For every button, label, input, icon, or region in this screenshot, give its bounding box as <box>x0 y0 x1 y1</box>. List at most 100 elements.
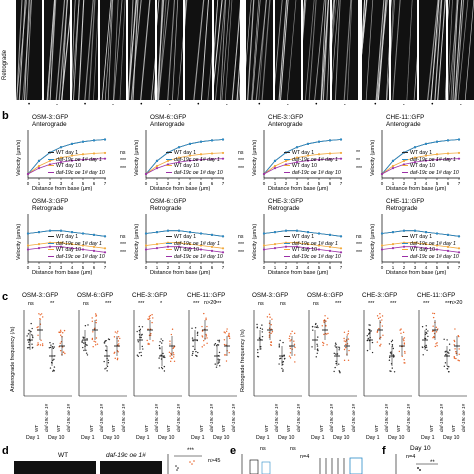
velocity-legend-entry: daf-19c oe 1# day 10 <box>284 170 341 176</box>
frequency-day-label: Day 1 <box>26 435 40 441</box>
frequency-significance: *** <box>390 301 397 307</box>
frequency-day-label: Day 1 <box>366 435 380 441</box>
svg-text:3: 3 <box>60 181 63 186</box>
velocity-legend-entry: WT day 10 <box>166 163 199 169</box>
frequency-plot-title: OSM-6::GFP <box>307 292 344 299</box>
svg-text:2: 2 <box>167 265 170 270</box>
velocity-plot-direction: Retrograde <box>150 205 182 212</box>
frequency-significance: ns <box>28 301 34 307</box>
velocity-legend-entry: WT day 1 <box>48 234 78 240</box>
frequency-group-label: WT <box>429 424 434 432</box>
frequency-group-label: WT <box>374 424 379 432</box>
frequency-group-label: WT <box>451 424 456 432</box>
velocity-significance: *** <box>238 158 245 164</box>
velocity-plot-direction: Retrograde <box>386 205 418 212</box>
svg-text:0: 0 <box>263 181 266 186</box>
velocity-significance: *** <box>238 242 245 248</box>
velocity-legend-entry: WT day 1 <box>402 150 432 156</box>
frequency-day-label: Day 10 <box>443 435 460 441</box>
frequency-group-label: daf-19c oe 1# <box>274 403 279 432</box>
velocity-xlabel: Distance from base (μm) <box>32 186 93 192</box>
panel-d-wt-label: WT <box>58 452 69 459</box>
panel-b-letter: b <box>2 110 9 122</box>
kymograph-image <box>390 0 417 100</box>
frequency-plot-title: OSM-3::GFP <box>252 292 289 299</box>
velocity-significance: *** <box>120 166 127 172</box>
svg-text:7: 7 <box>340 265 343 270</box>
frequency-significance: *** <box>138 301 145 307</box>
frequency-n-note: n>20 <box>450 300 463 306</box>
frequency-day-label: Day 10 <box>213 435 230 441</box>
frequency-plot-title: CHE-3::GFP <box>132 292 168 299</box>
panel-e-plot <box>241 454 363 474</box>
panel-a-kymographs: Retrograde • - • - • - • - • - • - • - • - <box>0 0 474 116</box>
velocity-xlabel: Distance from base (μm) <box>386 186 447 192</box>
svg-text:3: 3 <box>178 265 181 270</box>
velocity-xlabel: Distance from base (μm) <box>268 270 329 276</box>
frequency-plot <box>133 310 182 397</box>
svg-text:6: 6 <box>447 265 450 270</box>
frequency-significance: ns <box>313 301 319 307</box>
frequency-significance: ns <box>280 301 286 307</box>
velocity-plot-title: CHE-3::GFP <box>268 198 304 205</box>
velocity-xlabel: Distance from base (μm) <box>32 270 93 276</box>
svg-text:3: 3 <box>296 181 299 186</box>
velocity-legend-entry: daf-19c oe 1# day 1 <box>402 157 456 163</box>
kymograph-image <box>72 0 98 100</box>
frequency-plot <box>418 310 467 397</box>
frequency-group-label: daf-19c oe 1# <box>209 403 214 432</box>
frequency-significance: *** <box>215 301 222 307</box>
frequency-group-label: daf-19c oe 1# <box>439 403 444 432</box>
velocity-significance: *** <box>120 250 127 256</box>
svg-text:6: 6 <box>211 181 214 186</box>
frequency-significance: *** <box>368 301 375 307</box>
velocity-legend-entry: daf-19c oe 1# day 1 <box>48 241 102 247</box>
svg-text:1: 1 <box>274 265 277 270</box>
velocity-legend-entry: daf-19c oe 1# day 10 <box>48 254 105 260</box>
svg-text:5: 5 <box>200 265 203 270</box>
frequency-day-label: Day 1 <box>81 435 95 441</box>
frequency-group-label: daf-19c oe 1# <box>384 403 389 432</box>
svg-text:6: 6 <box>93 265 96 270</box>
kymograph-image <box>362 0 389 100</box>
frequency-significance: *** <box>335 301 342 307</box>
kymograph-image <box>156 0 183 100</box>
velocity-significance: ** <box>356 158 361 164</box>
panel-f-sig: ** <box>430 460 435 466</box>
svg-text:5: 5 <box>436 265 439 270</box>
panel-b-velocity-plots: OSM-3::GFP Anterograde 0 1 2 3 4 5 6 7 WT day 1 daf… <box>0 114 474 282</box>
svg-text:7: 7 <box>104 181 107 186</box>
frequency-group-label: WT <box>89 424 94 432</box>
velocity-plot-direction: Retrograde <box>32 205 64 212</box>
frequency-group-label: WT <box>221 424 226 432</box>
frequency-plot-title: OSM-6::GFP <box>77 292 114 299</box>
velocity-xlabel: Distance from base (μm) <box>150 270 211 276</box>
kymograph-tick: • <box>84 102 87 108</box>
velocity-legend-entry: WT day 10 <box>48 163 81 169</box>
velocity-ylabel: Velocity (μm/s) <box>134 223 140 260</box>
kymograph-tick: - <box>168 102 171 108</box>
frequency-group-label: WT <box>396 424 401 432</box>
svg-text:2: 2 <box>49 265 52 270</box>
frequency-group-label: WT <box>199 424 204 432</box>
svg-text:6: 6 <box>329 181 332 186</box>
velocity-legend-entry: daf-19c oe 1# day 10 <box>284 254 341 260</box>
velocity-legend-entry: WT day 10 <box>284 247 317 253</box>
frequency-group-label: WT <box>166 424 171 432</box>
svg-text:0: 0 <box>145 181 148 186</box>
svg-text:2: 2 <box>49 181 52 186</box>
kymograph-image <box>274 0 301 100</box>
svg-text:2: 2 <box>403 265 406 270</box>
frequency-group-label: daf-19c oe 1# <box>351 403 356 432</box>
velocity-plot: 0 1 2 3 4 5 6 7 <box>145 214 225 270</box>
frequency-ylabel: Retrograde frequency (/s) <box>240 329 246 392</box>
svg-text:3: 3 <box>296 265 299 270</box>
velocity-significance: *** <box>356 242 363 248</box>
kymograph-image <box>128 0 155 100</box>
frequency-significance: * <box>160 301 163 307</box>
frequency-plot-title: CHE-3::GFP <box>362 292 398 299</box>
frequency-group-label: WT <box>111 424 116 432</box>
frequency-group-label: WT <box>319 424 324 432</box>
frequency-group-label: daf-19c oe 1# <box>176 403 181 432</box>
frequency-n-note: n>20 <box>204 300 217 306</box>
